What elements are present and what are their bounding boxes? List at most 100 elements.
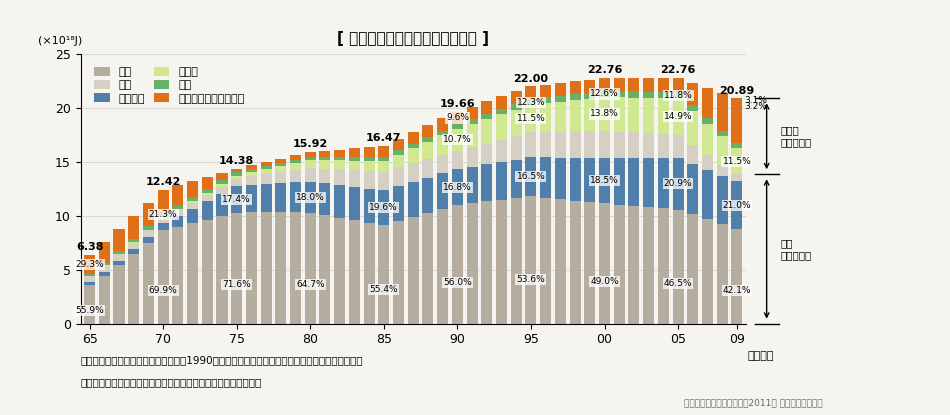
- Bar: [364, 147, 374, 156]
- Bar: [716, 165, 728, 176]
- Bar: [466, 203, 478, 324]
- Bar: [496, 200, 507, 324]
- Bar: [599, 131, 610, 158]
- Bar: [614, 205, 625, 324]
- Bar: [525, 99, 537, 105]
- Bar: [614, 158, 625, 205]
- Bar: [364, 188, 374, 222]
- Bar: [584, 80, 596, 93]
- Bar: [99, 266, 110, 272]
- Bar: [732, 181, 743, 229]
- Bar: [319, 168, 331, 183]
- Bar: [702, 118, 713, 124]
- Bar: [276, 159, 286, 163]
- Bar: [217, 216, 227, 324]
- Bar: [246, 176, 256, 185]
- Text: 12.3%: 12.3%: [517, 98, 545, 107]
- Bar: [128, 249, 140, 254]
- Bar: [99, 276, 110, 324]
- Text: 56.0%: 56.0%: [443, 278, 472, 287]
- Bar: [231, 212, 242, 324]
- Bar: [687, 105, 698, 111]
- Bar: [187, 201, 199, 203]
- Bar: [423, 213, 433, 324]
- Bar: [643, 98, 655, 133]
- Bar: [113, 251, 124, 254]
- Bar: [276, 172, 286, 183]
- Bar: [158, 223, 169, 230]
- Bar: [466, 119, 478, 124]
- Bar: [172, 209, 183, 210]
- Bar: [84, 285, 95, 324]
- Bar: [393, 139, 404, 150]
- Bar: [246, 173, 256, 176]
- Bar: [113, 265, 124, 324]
- Bar: [643, 133, 655, 158]
- Bar: [643, 158, 655, 207]
- Bar: [260, 212, 272, 324]
- Bar: [614, 91, 625, 97]
- Bar: [378, 161, 390, 172]
- Bar: [657, 134, 669, 158]
- Bar: [599, 97, 610, 131]
- Bar: [305, 212, 315, 324]
- Bar: [555, 199, 566, 324]
- Bar: [378, 146, 390, 156]
- Bar: [716, 93, 728, 131]
- Bar: [541, 198, 551, 324]
- Bar: [349, 156, 360, 161]
- Bar: [349, 170, 360, 187]
- Bar: [142, 242, 154, 324]
- Text: 非化石
エネルギー: 非化石 エネルギー: [781, 125, 812, 147]
- Bar: [334, 149, 345, 156]
- Bar: [716, 176, 728, 224]
- Bar: [466, 167, 478, 203]
- Bar: [201, 193, 213, 195]
- Bar: [716, 137, 728, 165]
- Bar: [128, 239, 140, 242]
- Bar: [128, 242, 140, 249]
- Text: （注）「総合エネルギー統計」では、1990年度以降、数値について算出方法が変更されている。: （注）「総合エネルギー統計」では、1990年度以降、数値について算出方法が変更さ…: [81, 355, 363, 365]
- Bar: [187, 203, 199, 209]
- Text: 49.0%: 49.0%: [590, 277, 618, 286]
- Bar: [496, 162, 507, 200]
- Bar: [584, 99, 596, 131]
- Bar: [172, 186, 183, 205]
- Bar: [599, 91, 610, 97]
- Bar: [437, 131, 448, 135]
- Text: 20.9%: 20.9%: [664, 179, 693, 188]
- Bar: [349, 148, 360, 156]
- Bar: [570, 81, 580, 94]
- Bar: [84, 283, 95, 285]
- Bar: [334, 217, 345, 324]
- Bar: [187, 209, 199, 223]
- Bar: [201, 177, 213, 189]
- Bar: [305, 168, 315, 182]
- Bar: [614, 132, 625, 158]
- Bar: [511, 136, 522, 160]
- Bar: [511, 91, 522, 104]
- Bar: [511, 160, 522, 198]
- Text: 16.5%: 16.5%: [517, 172, 545, 181]
- Bar: [673, 135, 684, 158]
- Bar: [217, 184, 227, 187]
- Bar: [172, 227, 183, 324]
- Text: 55.4%: 55.4%: [370, 285, 398, 294]
- Bar: [187, 181, 199, 197]
- Bar: [423, 137, 433, 142]
- Text: 10.7%: 10.7%: [443, 135, 472, 144]
- Bar: [393, 221, 404, 324]
- Text: 42.1%: 42.1%: [723, 286, 751, 295]
- Text: 11.5%: 11.5%: [723, 157, 751, 166]
- Bar: [276, 212, 286, 324]
- Bar: [290, 182, 301, 212]
- Bar: [643, 78, 655, 92]
- Bar: [201, 195, 213, 201]
- Bar: [511, 198, 522, 324]
- Text: 18.5%: 18.5%: [590, 176, 618, 185]
- Bar: [570, 94, 580, 100]
- Bar: [570, 100, 580, 132]
- Bar: [231, 172, 242, 176]
- Bar: [702, 170, 713, 220]
- Bar: [496, 109, 507, 115]
